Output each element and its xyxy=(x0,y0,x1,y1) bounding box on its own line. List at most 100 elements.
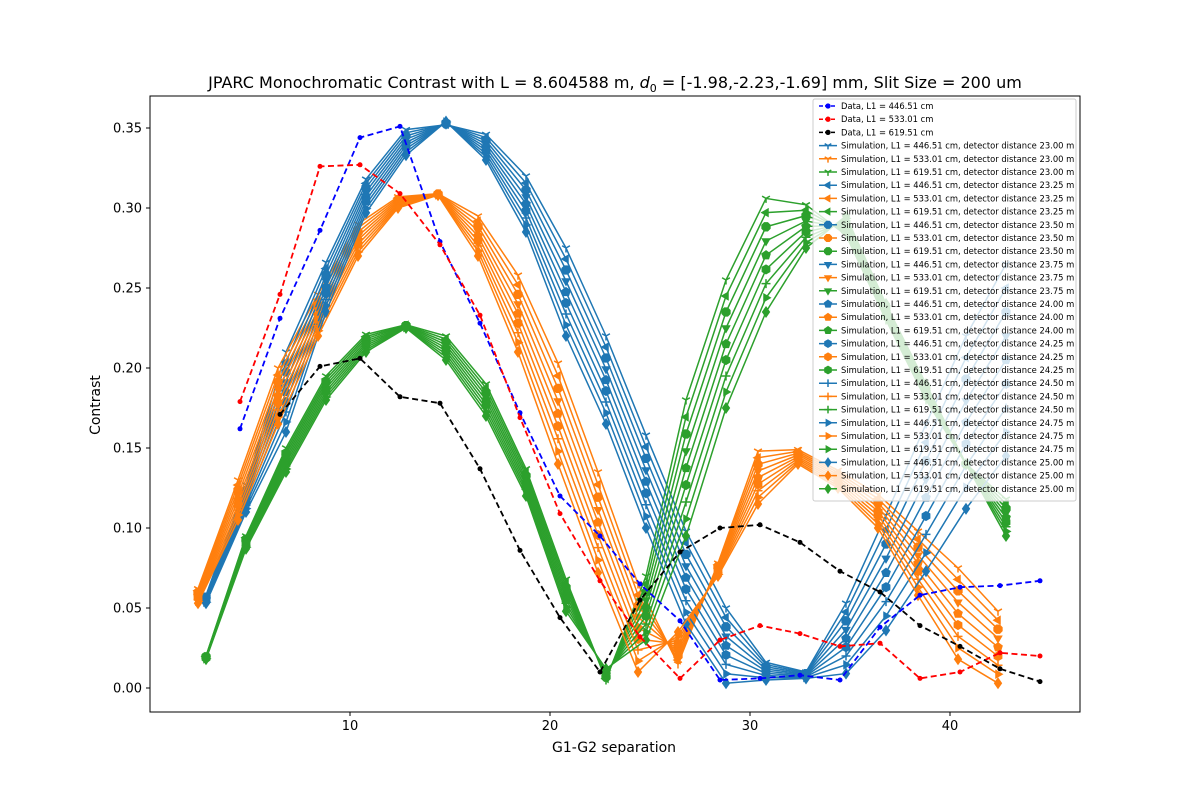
marker-dot xyxy=(825,129,831,136)
legend-label: Simulation, L1 = 619.51 cm, detector dis… xyxy=(841,444,1074,454)
marker-diamond xyxy=(201,597,211,610)
data-point xyxy=(477,466,483,472)
marker-triangle-left xyxy=(720,291,729,301)
legend-entry: Simulation, L1 = 619.51 cm, detector dis… xyxy=(819,325,1074,335)
marker-pentagon xyxy=(681,462,691,473)
marker-octagon xyxy=(593,492,603,502)
y-tick-label: 0.30 xyxy=(113,202,142,217)
marker-diamond xyxy=(561,329,571,343)
data-point xyxy=(997,583,1003,589)
marker-hexagon xyxy=(601,385,611,397)
marker-triangle-down xyxy=(273,386,283,395)
legend-label: Simulation, L1 = 619.51 cm, detector dis… xyxy=(841,167,1074,177)
data-point xyxy=(317,227,323,233)
marker-pentagon xyxy=(553,408,563,418)
marker-triangle-right xyxy=(595,555,604,565)
legend-entry: Simulation, L1 = 446.51 cm, detector dis… xyxy=(819,378,1074,388)
marker-triangle-down xyxy=(753,468,763,477)
marker-triangle-down xyxy=(823,288,833,296)
legend-label: Simulation, L1 = 446.51 cm, detector dis… xyxy=(841,259,1074,269)
y-tick-label: 0.15 xyxy=(113,442,142,457)
marker-pentagon xyxy=(953,608,963,618)
marker-diamond xyxy=(201,653,211,666)
legend-label: Simulation, L1 = 446.51 cm, detector dis… xyxy=(841,339,1074,349)
data-point xyxy=(957,584,963,590)
data-point xyxy=(997,650,1003,656)
marker-diamond xyxy=(401,149,411,162)
title-suffix: = [-1.98,-2.23,-1.69] mm, Slit Size = 20… xyxy=(657,73,1022,92)
marker-plus xyxy=(953,631,963,641)
marker-octagon xyxy=(721,307,731,317)
marker-triangle-down xyxy=(823,275,833,283)
legend-label: Simulation, L1 = 533.01 cm, detector dis… xyxy=(841,431,1074,441)
x-tick-label: 20 xyxy=(542,719,559,734)
marker-pentagon xyxy=(841,633,851,643)
marker-plus xyxy=(521,213,531,223)
marker-hexagon xyxy=(681,584,691,595)
marker-diamond xyxy=(793,457,803,471)
data-point xyxy=(1037,679,1043,685)
marker-pentagon xyxy=(721,338,731,349)
marker-octagon xyxy=(641,453,651,464)
marker-tri-down xyxy=(601,333,611,341)
marker-octagon xyxy=(721,622,731,632)
marker-triangle-right xyxy=(723,387,732,397)
legend-label: Simulation, L1 = 533.01 cm, detector dis… xyxy=(841,273,1074,283)
legend-label: Simulation, L1 = 533.01 cm, detector dis… xyxy=(841,391,1074,401)
legend-entry: Simulation, L1 = 533.01 cm, detector dis… xyxy=(819,193,1074,203)
y-tick-label: 0.05 xyxy=(113,602,142,617)
legend-entry: Simulation, L1 = 533.01 cm, detector dis… xyxy=(819,154,1074,164)
data-point xyxy=(837,643,843,649)
marker-hexagon xyxy=(841,642,851,653)
legend-label: Simulation, L1 = 446.51 cm, detector dis… xyxy=(841,378,1074,388)
legend-entry: Simulation, L1 = 533.01 cm, detector dis… xyxy=(819,470,1074,481)
marker-tri-down xyxy=(993,608,1003,616)
data-point xyxy=(597,578,603,584)
marker-octagon xyxy=(823,233,833,243)
legend-label: Simulation, L1 = 619.51 cm, detector dis… xyxy=(841,484,1074,494)
marker-triangle-left xyxy=(592,479,601,490)
marker-triangle-down xyxy=(561,278,571,287)
legend-entry: Data, L1 = 533.01 cm xyxy=(819,114,933,124)
data-point xyxy=(357,355,363,361)
marker-triangle-down xyxy=(553,398,563,407)
marker-tri-down xyxy=(824,156,832,163)
data-point xyxy=(997,666,1003,672)
marker-diamond xyxy=(473,249,483,263)
data-point xyxy=(477,312,483,318)
marker-tri-down xyxy=(561,245,571,253)
data-point xyxy=(877,624,883,630)
data-point xyxy=(1037,578,1043,584)
legend-entry: Simulation, L1 = 619.51 cm, detector dis… xyxy=(819,444,1074,454)
marker-diamond xyxy=(521,225,531,239)
marker-diamond xyxy=(761,305,771,319)
data-point xyxy=(557,493,563,499)
marker-diamond xyxy=(953,653,963,666)
marker-plus xyxy=(841,651,851,661)
data-point xyxy=(397,394,403,400)
data-point xyxy=(557,615,563,621)
marker-octagon xyxy=(513,289,523,300)
marker-triangle-left xyxy=(952,574,961,585)
marker-diamond xyxy=(441,353,451,367)
marker-diamond xyxy=(641,633,651,647)
marker-triangle-right xyxy=(515,337,524,348)
marker-diamond xyxy=(921,565,931,578)
marker-triangle-left xyxy=(272,370,281,380)
marker-plus xyxy=(553,434,563,444)
marker-pentagon xyxy=(823,325,833,334)
legend-entry: Simulation, L1 = 533.01 cm, detector dis… xyxy=(819,233,1074,243)
title-d-subscript: 0 xyxy=(650,82,657,95)
marker-plus xyxy=(881,597,891,607)
marker-plus xyxy=(561,309,571,319)
data-point xyxy=(357,162,363,168)
data-point xyxy=(597,669,603,675)
legend-label: Simulation, L1 = 533.01 cm, detector dis… xyxy=(841,312,1074,322)
marker-triangle-right xyxy=(825,431,833,441)
y-tick-label: 0.20 xyxy=(113,362,142,377)
legend-entry: Simulation, L1 = 619.51 cm, detector dis… xyxy=(819,207,1074,217)
marker-triangle-right xyxy=(635,656,644,666)
marker-triangle-right xyxy=(603,408,612,418)
marker-diamond xyxy=(321,305,331,319)
marker-diamond xyxy=(441,115,451,128)
